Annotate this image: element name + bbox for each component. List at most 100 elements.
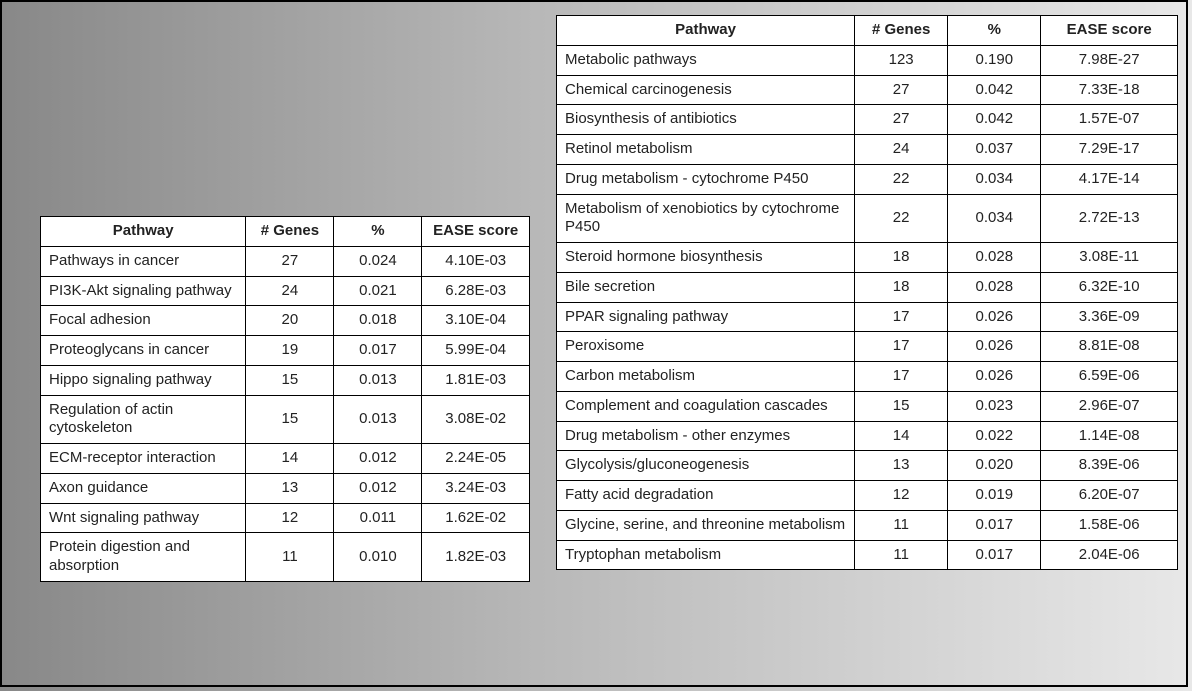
- cell-percent: 0.024: [334, 246, 422, 276]
- col-header-percent: %: [948, 16, 1041, 46]
- cell-ease: 3.08E-11: [1041, 243, 1178, 273]
- cell-pathway: Tryptophan metabolism: [557, 540, 855, 570]
- table-row: Complement and coagulation cascades150.0…: [557, 391, 1178, 421]
- cell-percent: 0.011: [334, 503, 422, 533]
- table-row: Fatty acid degradation120.0196.20E-07: [557, 481, 1178, 511]
- cell-ease: 7.33E-18: [1041, 75, 1178, 105]
- cell-genes: 27: [855, 75, 948, 105]
- table-row: Focal adhesion200.0183.10E-04: [41, 306, 530, 336]
- cell-percent: 0.012: [334, 444, 422, 474]
- cell-percent: 0.034: [948, 164, 1041, 194]
- cell-percent: 0.013: [334, 365, 422, 395]
- cell-percent: 0.028: [948, 272, 1041, 302]
- cell-percent: 0.042: [948, 75, 1041, 105]
- cell-ease: 1.14E-08: [1041, 421, 1178, 451]
- table-row: Glycine, serine, and threonine metabolis…: [557, 510, 1178, 540]
- cell-percent: 0.034: [948, 194, 1041, 243]
- table-row: Drug metabolism - cytochrome P450220.034…: [557, 164, 1178, 194]
- cell-percent: 0.023: [948, 391, 1041, 421]
- cell-ease: 1.81E-03: [422, 365, 530, 395]
- cell-genes: 18: [855, 272, 948, 302]
- cell-genes: 17: [855, 362, 948, 392]
- cell-genes: 14: [246, 444, 334, 474]
- table-row: Retinol metabolism240.0377.29E-17: [557, 135, 1178, 165]
- cell-percent: 0.017: [948, 540, 1041, 570]
- cell-pathway: Biosynthesis of antibiotics: [557, 105, 855, 135]
- table-header-row: Pathway # Genes % EASE score: [557, 16, 1178, 46]
- cell-ease: 6.32E-10: [1041, 272, 1178, 302]
- cell-pathway: Metabolic pathways: [557, 45, 855, 75]
- cell-percent: 0.026: [948, 302, 1041, 332]
- table-row: Metabolism of xenobiotics by cytochrome …: [557, 194, 1178, 243]
- cell-pathway: Chemical carcinogenesis: [557, 75, 855, 105]
- cell-ease: 2.72E-13: [1041, 194, 1178, 243]
- cell-pathway: Fatty acid degradation: [557, 481, 855, 511]
- cell-genes: 24: [855, 135, 948, 165]
- cell-genes: 20: [246, 306, 334, 336]
- cell-percent: 0.026: [948, 362, 1041, 392]
- table-row: Hippo signaling pathway150.0131.81E-03: [41, 365, 530, 395]
- table-row: Wnt signaling pathway120.0111.62E-02: [41, 503, 530, 533]
- cell-ease: 2.96E-07: [1041, 391, 1178, 421]
- right-table-container: Pathway # Genes % EASE score Metabolic p…: [556, 15, 1178, 570]
- cell-pathway: Regulation of actin cytoskeleton: [41, 395, 246, 444]
- cell-ease: 1.58E-06: [1041, 510, 1178, 540]
- table-row: PPAR signaling pathway170.0263.36E-09: [557, 302, 1178, 332]
- right-table: Pathway # Genes % EASE score Metabolic p…: [556, 15, 1178, 570]
- col-header-genes: # Genes: [246, 217, 334, 247]
- cell-percent: 0.017: [334, 336, 422, 366]
- cell-percent: 0.017: [948, 510, 1041, 540]
- cell-pathway: Metabolism of xenobiotics by cytochrome …: [557, 194, 855, 243]
- cell-genes: 13: [855, 451, 948, 481]
- cell-pathway: Retinol metabolism: [557, 135, 855, 165]
- col-header-pathway: Pathway: [41, 217, 246, 247]
- cell-percent: 0.037: [948, 135, 1041, 165]
- table-row: Carbon metabolism170.0266.59E-06: [557, 362, 1178, 392]
- col-header-ease: EASE score: [1041, 16, 1178, 46]
- cell-genes: 13: [246, 473, 334, 503]
- cell-genes: 22: [855, 194, 948, 243]
- cell-percent: 0.021: [334, 276, 422, 306]
- cell-genes: 18: [855, 243, 948, 273]
- table-row: Tryptophan metabolism110.0172.04E-06: [557, 540, 1178, 570]
- cell-pathway: Proteoglycans in cancer: [41, 336, 246, 366]
- cell-ease: 8.81E-08: [1041, 332, 1178, 362]
- cell-genes: 11: [855, 540, 948, 570]
- table-row: Proteoglycans in cancer190.0175.99E-04: [41, 336, 530, 366]
- left-table-container: Pathway # Genes % EASE score Pathways in…: [40, 216, 530, 582]
- cell-ease: 3.08E-02: [422, 395, 530, 444]
- cell-ease: 6.28E-03: [422, 276, 530, 306]
- table-row: PI3K-Akt signaling pathway240.0216.28E-0…: [41, 276, 530, 306]
- cell-genes: 11: [246, 533, 334, 582]
- col-header-genes: # Genes: [855, 16, 948, 46]
- cell-genes: 11: [855, 510, 948, 540]
- cell-genes: 24: [246, 276, 334, 306]
- table-row: ECM-receptor interaction140.0122.24E-05: [41, 444, 530, 474]
- table-row: Bile secretion180.0286.32E-10: [557, 272, 1178, 302]
- cell-pathway: Wnt signaling pathway: [41, 503, 246, 533]
- cell-ease: 1.57E-07: [1041, 105, 1178, 135]
- cell-ease: 1.82E-03: [422, 533, 530, 582]
- cell-genes: 12: [246, 503, 334, 533]
- cell-genes: 12: [855, 481, 948, 511]
- table-row: Glycolysis/gluconeogenesis130.0208.39E-0…: [557, 451, 1178, 481]
- cell-pathway: Carbon metabolism: [557, 362, 855, 392]
- cell-percent: 0.190: [948, 45, 1041, 75]
- cell-ease: 1.62E-02: [422, 503, 530, 533]
- cell-ease: 7.29E-17: [1041, 135, 1178, 165]
- cell-ease: 6.20E-07: [1041, 481, 1178, 511]
- cell-percent: 0.028: [948, 243, 1041, 273]
- cell-percent: 0.010: [334, 533, 422, 582]
- cell-ease: 3.24E-03: [422, 473, 530, 503]
- table-row: Protein digestion and absorption110.0101…: [41, 533, 530, 582]
- cell-genes: 17: [855, 332, 948, 362]
- table-row: Chemical carcinogenesis270.0427.33E-18: [557, 75, 1178, 105]
- cell-ease: 6.59E-06: [1041, 362, 1178, 392]
- table-row: Axon guidance130.0123.24E-03: [41, 473, 530, 503]
- col-header-percent: %: [334, 217, 422, 247]
- cell-percent: 0.018: [334, 306, 422, 336]
- cell-genes: 15: [855, 391, 948, 421]
- cell-pathway: Pathways in cancer: [41, 246, 246, 276]
- cell-pathway: Peroxisome: [557, 332, 855, 362]
- cell-genes: 17: [855, 302, 948, 332]
